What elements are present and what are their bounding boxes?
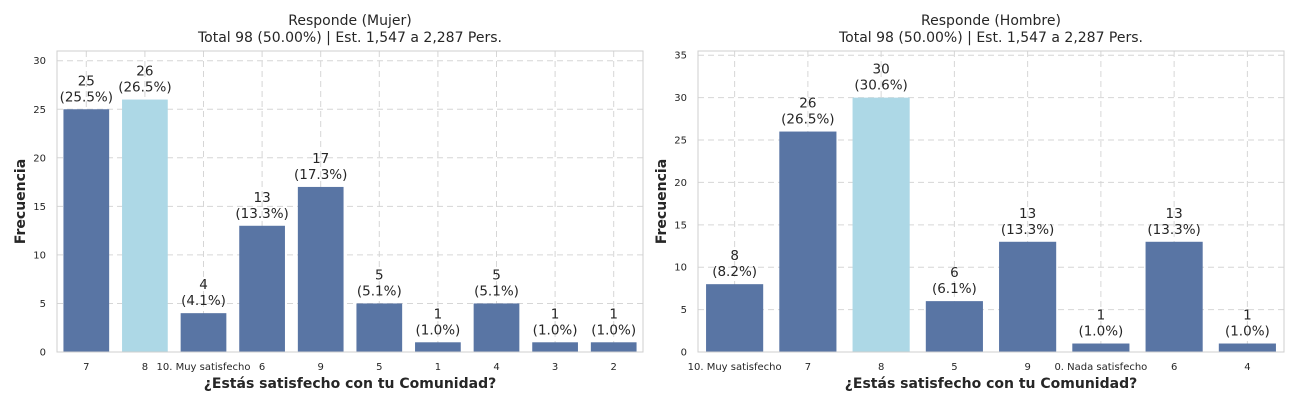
chart-1-x-axis-label: ¿Estás satisfecho con tu Comunidad? — [204, 376, 496, 392]
chart-2-y-tick-label: 5 — [681, 305, 687, 316]
chart-1-bar — [297, 186, 344, 352]
chart-2-data-label-percent: (1.0%) — [1225, 324, 1270, 340]
chart-1-y-tick-label: 5 — [40, 299, 46, 310]
chart-2-data-label-count: 8 — [730, 248, 739, 264]
chart-2-data-label-count: 30 — [873, 62, 890, 78]
chart-2-bar — [925, 301, 983, 352]
chart-2-y-tick-label: 15 — [674, 220, 687, 231]
chart-2-y-tick-label: 20 — [674, 178, 687, 189]
chart-1-bar — [180, 313, 227, 352]
chart-2-bar — [779, 131, 837, 352]
chart-2-x-tick-label: 7 — [805, 362, 811, 373]
chart-1-x-tick-label: 8 — [142, 362, 148, 373]
chart-1-x-tick-label: 7 — [83, 362, 89, 373]
chart-2-y-tick-label: 25 — [674, 136, 687, 147]
chart-1-data-label-percent: (13.3%) — [235, 206, 288, 222]
chart-2-y-tick-label: 35 — [674, 51, 687, 62]
chart-1-data-label-percent: (1.0%) — [591, 322, 636, 338]
chart-2-bar — [999, 241, 1057, 352]
chart-1-data-label-count: 26 — [136, 64, 153, 80]
chart-1-y-tick-label: 10 — [33, 250, 46, 261]
chart-1-bar — [590, 342, 637, 352]
chart-2-data-label-count: 13 — [1019, 206, 1036, 222]
chart-2-x-tick-label: 9 — [1024, 362, 1030, 373]
chart-2-data-label-percent: (6.1%) — [932, 281, 977, 297]
chart-2-y-axis-label: Frecuencia — [654, 159, 670, 244]
chart-1-data-label-percent: (1.0%) — [533, 322, 578, 338]
chart-1-data-label-percent: (26.5%) — [118, 80, 171, 96]
chart-1-data-label-count: 13 — [254, 190, 271, 206]
chart-1-data-label-count: 25 — [78, 73, 95, 89]
chart-1-y-tick-label: 0 — [40, 348, 46, 359]
chart-2-x-axis-label: ¿Estás satisfecho con tu Comunidad? — [845, 376, 1137, 392]
chart-1-data-label-percent: (25.5%) — [60, 89, 113, 105]
chart-1-y-axis-label: Frecuencia — [13, 159, 29, 244]
chart-2-bar — [852, 97, 910, 352]
chart-2-data-label-percent: (30.6%) — [854, 78, 907, 94]
chart-2-plot-frame — [697, 50, 1285, 353]
chart-2-bar — [1072, 343, 1130, 352]
chart-2-x-tick-label: 0. Nada satisfecho — [1054, 362, 1147, 373]
chart-2-data-label-count: 6 — [950, 265, 959, 281]
chart-2-subtitle: Total 98 (50.00%) | Est. 1,547 a 2,287 P… — [838, 30, 1143, 46]
chart-1-bar — [473, 303, 520, 352]
chart-1-x-tick-label: 4 — [493, 362, 499, 373]
chart-2-data-label-count: 1 — [1243, 308, 1252, 324]
chart-1-bar — [415, 342, 461, 352]
chart-2-data-label-percent: (8.2%) — [712, 264, 757, 280]
chart-2-bar — [1145, 241, 1203, 352]
chart-1-x-tick-label: 5 — [376, 362, 382, 373]
chart-1-bar — [356, 303, 403, 352]
chart-1-x-tick-label: 1 — [435, 362, 441, 373]
chart-1-data-label-count: 1 — [609, 306, 618, 322]
chart-1-bar — [532, 342, 578, 352]
chart-1-y-tick-label: 20 — [33, 153, 46, 164]
chart-1-data-label-percent: (5.1%) — [474, 283, 519, 299]
chart-1-plot-frame — [56, 50, 644, 353]
chart-1-bar — [63, 109, 110, 353]
chart-1-data-label-count: 5 — [492, 267, 501, 283]
chart-2-data-label-percent: (1.0%) — [1078, 324, 1123, 340]
chart-1-x-tick-label: 2 — [611, 362, 617, 373]
chart-2-data-label-count: 1 — [1097, 308, 1106, 324]
chart-1-title: Responde (Mujer) — [288, 13, 411, 29]
chart-2-data-label-percent: (13.3%) — [1147, 222, 1200, 238]
chart-2-x-tick-label: 8 — [878, 362, 884, 373]
chart-1-subtitle: Total 98 (50.00%) | Est. 1,547 a 2,287 P… — [197, 30, 502, 46]
chart-2-data-label-count: 26 — [799, 96, 816, 112]
chart-1-data-label-percent: (17.3%) — [294, 167, 347, 183]
chart-2-x-tick-label: 4 — [1244, 362, 1250, 373]
chart-1-y-tick-label: 25 — [33, 105, 46, 116]
chart-1-y-tick-label: 30 — [33, 56, 46, 67]
chart-2-data-label-percent: (26.5%) — [781, 112, 834, 128]
chart-1-data-label-count: 17 — [312, 151, 329, 167]
chart-2-bar — [706, 284, 764, 352]
chart-2-x-tick-label: 6 — [1171, 362, 1177, 373]
chart-1-bar — [122, 99, 168, 352]
chart-1-y-tick-label: 15 — [33, 202, 46, 213]
chart-2-x-tick-label: 5 — [951, 362, 957, 373]
chart-2-y-tick-label: 0 — [681, 348, 687, 359]
chart-1-data-label-percent: (4.1%) — [181, 293, 226, 309]
chart-2-data-label-percent: (13.3%) — [1001, 222, 1054, 238]
chart-2-y-tick-label: 30 — [674, 93, 687, 104]
chart-2-x-tick-label: 10. Muy satisfecho — [688, 362, 782, 373]
chart-1-data-label-count: 1 — [551, 306, 560, 322]
chart-2-data-label-count: 13 — [1166, 206, 1183, 222]
chart-1-data-label-count: 5 — [375, 267, 384, 283]
chart-1-x-tick-label: 6 — [259, 362, 265, 373]
chart-2-y-tick-label: 10 — [674, 263, 687, 274]
chart-1-data-label-count: 1 — [434, 306, 443, 322]
chart-2-title: Responde (Hombre) — [921, 13, 1061, 29]
chart-1-bar — [239, 225, 285, 352]
chart-2-bar — [1218, 343, 1276, 352]
chart-1-data-label-percent: (5.1%) — [357, 283, 402, 299]
chart-1-data-label-percent: (1.0%) — [415, 322, 460, 338]
chart-1-data-label-count: 4 — [199, 277, 208, 293]
chart-1-x-tick-label: 9 — [318, 362, 324, 373]
chart-1-x-tick-label: 3 — [552, 362, 558, 373]
chart-1-x-tick-label: 10. Muy satisfecho — [156, 362, 250, 373]
